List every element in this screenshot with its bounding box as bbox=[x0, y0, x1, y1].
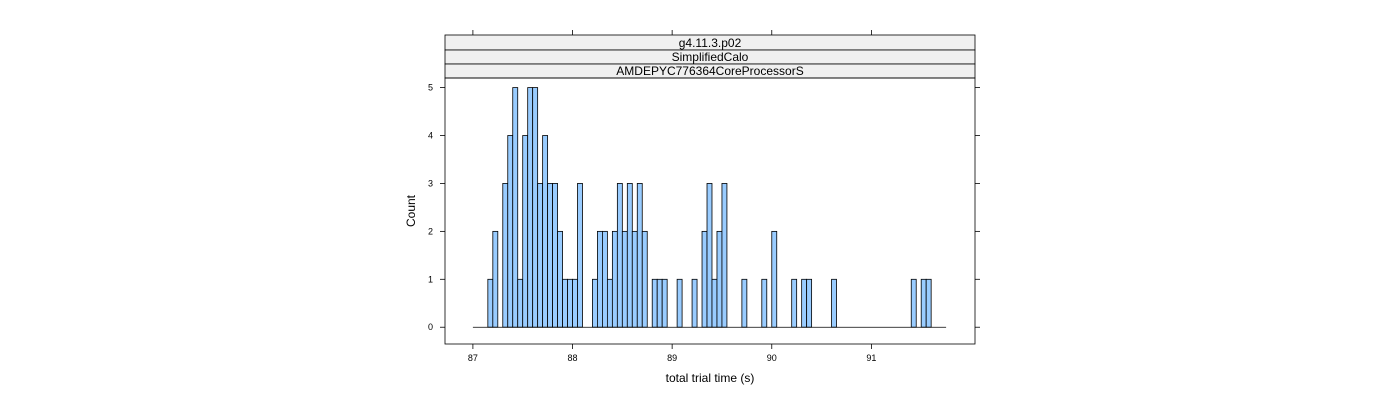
histogram-bar bbox=[651, 278, 658, 328]
y-tick-label: 3 bbox=[428, 178, 433, 188]
histogram-bar bbox=[920, 278, 927, 328]
histogram-bar bbox=[547, 183, 553, 328]
histogram-bar bbox=[925, 278, 932, 328]
histogram-bar bbox=[616, 183, 623, 328]
histogram-bar bbox=[492, 230, 499, 328]
plot-panel bbox=[444, 77, 976, 345]
histogram-bar bbox=[716, 230, 723, 328]
histogram-bar bbox=[537, 183, 544, 328]
histogram-bar bbox=[606, 278, 613, 328]
histogram-bar bbox=[552, 183, 558, 328]
histogram-bar bbox=[831, 278, 837, 328]
histogram-bar bbox=[801, 278, 808, 328]
histogram-bar bbox=[567, 278, 573, 328]
histogram-bar bbox=[502, 183, 509, 328]
y-tick-label: 5 bbox=[428, 83, 433, 93]
strip-label-2: SimplifiedCalo bbox=[672, 50, 749, 64]
histogram-bar bbox=[522, 135, 529, 328]
y-tick-label: 4 bbox=[428, 131, 433, 141]
y-tick-label: 0 bbox=[428, 322, 433, 332]
histogram-bar bbox=[656, 278, 663, 328]
histogram-bar bbox=[910, 278, 917, 328]
histogram-bar bbox=[631, 230, 638, 328]
y-tick-label: 2 bbox=[428, 226, 433, 236]
x-tick-label: 89 bbox=[667, 353, 677, 363]
histogram-bar bbox=[572, 278, 578, 328]
histogram-bar bbox=[636, 183, 643, 328]
histogram-bar bbox=[701, 230, 708, 328]
strip-label-1: g4.11.3.p02 bbox=[679, 36, 742, 50]
histogram-bar bbox=[621, 230, 628, 328]
histogram-bar bbox=[711, 278, 718, 328]
histogram-bar bbox=[507, 135, 514, 328]
histogram-bar bbox=[592, 278, 598, 328]
histogram-bar bbox=[641, 230, 648, 328]
y-axis-label: Count bbox=[404, 194, 418, 227]
x-tick-label: 91 bbox=[866, 353, 876, 363]
histogram-bar bbox=[626, 183, 633, 328]
histogram-bar bbox=[562, 278, 568, 328]
histogram-bar bbox=[741, 278, 748, 328]
bars-group bbox=[487, 87, 932, 328]
histogram-bar bbox=[611, 230, 618, 328]
x-axis-label: total trial time (s) bbox=[666, 371, 755, 385]
x-tick-label: 90 bbox=[767, 353, 777, 363]
histogram-bar bbox=[806, 278, 813, 328]
histogram-bar bbox=[557, 230, 563, 328]
histogram-bar bbox=[771, 230, 778, 328]
histogram-bar bbox=[542, 135, 549, 328]
histogram-bar bbox=[512, 87, 519, 328]
histogram-bar bbox=[532, 87, 539, 328]
histogram-bar bbox=[791, 278, 798, 328]
histogram-bar bbox=[597, 230, 603, 328]
x-tick-label: 87 bbox=[468, 353, 478, 363]
histogram-bar bbox=[661, 278, 668, 328]
histogram-bar bbox=[577, 183, 583, 328]
histogram-bar bbox=[517, 278, 524, 328]
histogram-bar bbox=[761, 278, 768, 328]
histogram-bar bbox=[527, 87, 534, 328]
ticks-group: 87 88 89 90 91 0 1 2 3 4 5 bbox=[428, 30, 980, 363]
histogram-bar bbox=[706, 183, 713, 328]
y-tick-label: 1 bbox=[428, 274, 433, 284]
histogram-bar bbox=[602, 230, 608, 328]
histogram-bar bbox=[487, 278, 494, 328]
histogram-bar bbox=[676, 278, 683, 328]
strip-label-3: AMDEPYC776364CoreProcessorS bbox=[616, 64, 803, 78]
histogram-bar bbox=[691, 278, 698, 328]
x-tick-label: 88 bbox=[568, 353, 578, 363]
histogram-bar bbox=[721, 183, 728, 328]
